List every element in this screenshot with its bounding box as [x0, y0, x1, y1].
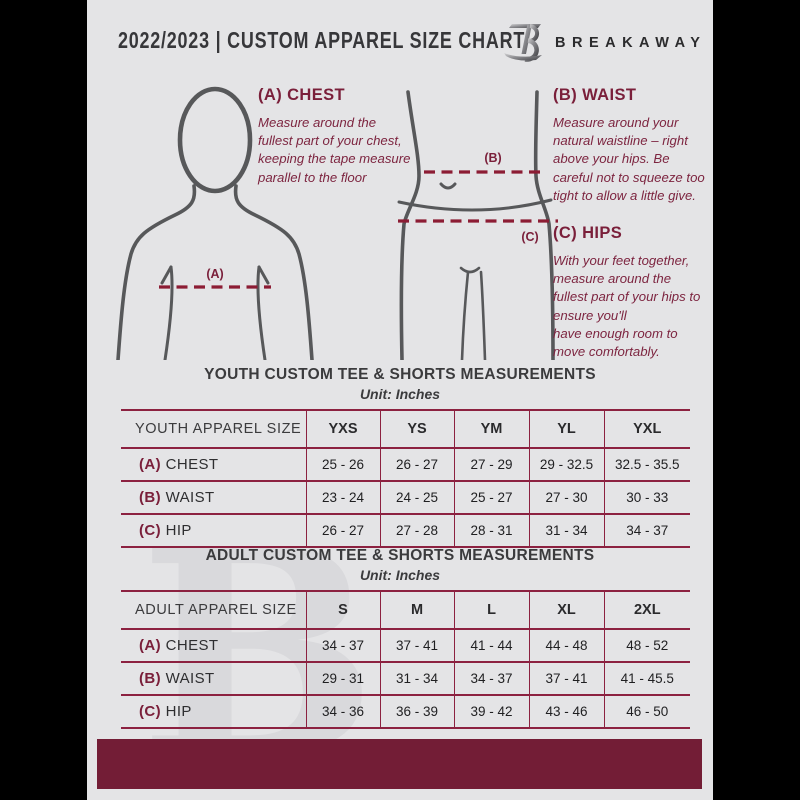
cell: 43 - 46	[528, 694, 604, 729]
cell: 27 - 30	[528, 480, 604, 515]
page-title: 2022/2023 | CUSTOM APPAREL SIZE CHART	[118, 27, 526, 53]
adult-size-m: M	[379, 590, 454, 630]
cell: 36 - 39	[379, 694, 454, 729]
adult-size-table: ADULT APPAREL SIZE S M L XL 2XL (A) CHES…	[121, 590, 690, 729]
cell: 25 - 26	[305, 447, 380, 482]
adult-header-row: ADULT APPAREL SIZE S M L XL 2XL	[121, 590, 690, 630]
cell: 46 - 50	[603, 694, 690, 729]
table-row: (A) CHEST 25 - 26 26 - 27 27 - 29 29 - 3…	[121, 447, 690, 482]
cell: 31 - 34	[379, 661, 454, 696]
row-prefix: (B)	[139, 670, 162, 687]
row-label: HIP	[165, 703, 192, 720]
cell: 37 - 41	[379, 628, 454, 663]
row-label: WAIST	[165, 670, 215, 687]
cell: 28 - 31	[453, 513, 529, 548]
adult-table-title: ADULT CUSTOM TEE & SHORTS MEASUREMENTS	[205, 547, 595, 564]
row-prefix: (C)	[139, 522, 162, 539]
cell: 34 - 36	[305, 694, 380, 729]
cell: 31 - 34	[528, 513, 604, 548]
youth-header-row: YOUTH APPAREL SIZE YXS YS YM YL YXL	[121, 409, 690, 449]
row-label: HIP	[165, 522, 192, 539]
row-label: CHEST	[165, 637, 219, 654]
table-row: (B) WAIST 23 - 24 24 - 25 25 - 27 27 - 3…	[121, 480, 690, 515]
youth-size-ym: YM	[453, 409, 529, 449]
cell: 34 - 37	[305, 628, 380, 663]
adult-size-l: L	[453, 590, 529, 630]
youth-size-label: YOUTH APPAREL SIZE	[121, 409, 306, 449]
table-row: (C) HIP 26 - 27 27 - 28 28 - 31 31 - 34 …	[121, 513, 690, 548]
cell: 41 - 45.5	[603, 661, 690, 696]
hip-marker-label: (C)	[521, 230, 538, 244]
chest-description: Measure around the fullest part of your …	[258, 115, 411, 185]
youth-table-title: YOUTH CUSTOM TEE & SHORTS MEASUREMENTS	[204, 366, 596, 383]
cell: 39 - 42	[453, 694, 529, 729]
row-prefix: (B)	[139, 489, 162, 506]
chest-marker-label: (A)	[206, 267, 223, 281]
cell: 27 - 28	[379, 513, 454, 548]
hips-description: With your feet together, measure around …	[553, 253, 701, 360]
youth-size-table: YOUTH APPAREL SIZE YXS YS YM YL YXL (A) …	[121, 409, 690, 548]
youth-hip-label: (C) HIP	[121, 513, 306, 548]
hips-heading: (C) HIPS	[553, 224, 623, 242]
adult-hip-label: (C) HIP	[121, 694, 306, 729]
row-label: CHEST	[165, 456, 219, 473]
chest-heading: (A) CHEST	[258, 86, 346, 104]
cell: 27 - 29	[453, 447, 529, 482]
waist-guide: (B) WAIST Measure around your natural wa…	[553, 86, 709, 205]
youth-size-yxl: YXL	[603, 409, 690, 449]
row-prefix: (C)	[139, 703, 162, 720]
page-background: 2022/2023 | CUSTOM APPAREL SIZE CHART BR…	[87, 0, 713, 800]
row-label: WAIST	[165, 489, 215, 506]
cell: 37 - 41	[528, 661, 604, 696]
youth-size-yl: YL	[528, 409, 604, 449]
adult-size-xl: XL	[528, 590, 604, 630]
cell: 41 - 44	[453, 628, 529, 663]
cell: 34 - 37	[453, 661, 529, 696]
brand-name: BREAKAWAY	[555, 35, 707, 51]
footer-bar	[97, 739, 702, 789]
lower-body-figure: (B) (C)	[397, 90, 558, 360]
cell: 26 - 27	[305, 513, 380, 548]
breakaway-logo-icon	[501, 18, 549, 67]
waist-heading: (B) WAIST	[553, 86, 637, 104]
cell: 25 - 27	[453, 480, 529, 515]
cell: 23 - 24	[305, 480, 380, 515]
adult-size-label: ADULT APPAREL SIZE	[121, 590, 306, 630]
adult-chest-label: (A) CHEST	[121, 628, 306, 663]
cell: 24 - 25	[379, 480, 454, 515]
cell: 34 - 37	[603, 513, 690, 548]
youth-size-yxs: YXS	[305, 409, 380, 449]
table-row: (C) HIP 34 - 36 36 - 39 39 - 42 43 - 46 …	[121, 694, 690, 729]
youth-size-ys: YS	[379, 409, 454, 449]
youth-table-unit: Unit: Inches	[359, 386, 441, 402]
cell: 48 - 52	[603, 628, 690, 663]
cell: 29 - 31	[305, 661, 380, 696]
table-row: (B) WAIST 29 - 31 31 - 34 34 - 37 37 - 4…	[121, 661, 690, 696]
youth-chest-label: (A) CHEST	[121, 447, 306, 482]
cell: 32.5 - 35.5	[603, 447, 690, 482]
cell: 44 - 48	[528, 628, 604, 663]
waist-description: Measure around your natural waistline – …	[553, 115, 705, 203]
row-prefix: (A)	[139, 637, 162, 654]
adult-size-2xl: 2XL	[603, 590, 690, 630]
waist-marker-label: (B)	[484, 151, 501, 165]
upper-body-figure: (A)	[116, 86, 314, 360]
adult-size-s: S	[305, 590, 380, 630]
table-row: (A) CHEST 34 - 37 37 - 41 41 - 44 44 - 4…	[121, 628, 690, 663]
cell: 30 - 33	[603, 480, 690, 515]
hips-guide: (C) HIPS With your feet together, measur…	[553, 224, 709, 361]
cell: 29 - 32.5	[528, 447, 604, 482]
cell: 26 - 27	[379, 447, 454, 482]
adult-table-unit: Unit: Inches	[359, 567, 441, 583]
chest-guide: (A) CHEST Measure around the fullest par…	[258, 86, 414, 187]
youth-waist-label: (B) WAIST	[121, 480, 306, 515]
adult-waist-label: (B) WAIST	[121, 661, 306, 696]
row-prefix: (A)	[139, 456, 162, 473]
